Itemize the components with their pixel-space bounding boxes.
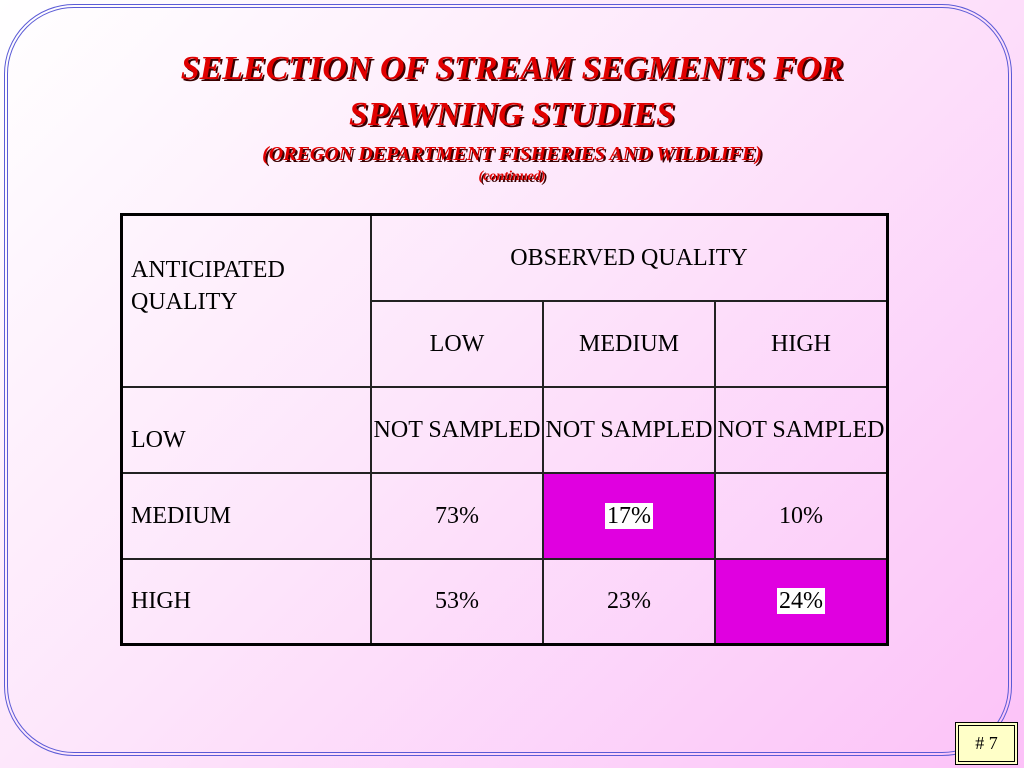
table-row: HIGH 53% 23% 24%: [120, 557, 889, 646]
page-number: # 7: [955, 722, 1018, 765]
cell: 10%: [714, 471, 889, 560]
cell: 53%: [370, 557, 544, 646]
header-row: ANTICIPATED QUALITY OBSERVED QUALITY: [120, 213, 889, 388]
highlight-cell: 17%: [542, 471, 716, 560]
column-header: LOW: [370, 299, 544, 388]
row-header: MEDIUM: [120, 471, 372, 560]
table-row: MEDIUM 73% 17% 10%: [120, 471, 889, 560]
column-header: MEDIUM: [542, 299, 716, 388]
title: SPAWNING STUDIES: [349, 96, 675, 133]
cell-text: 17%: [605, 502, 653, 529]
slide-frame: [4, 4, 1012, 756]
row-header: LOW: [120, 385, 372, 474]
cell: NOT SAMPLED: [370, 385, 544, 474]
row-header: HIGH: [120, 557, 372, 646]
cell: 73%: [370, 471, 544, 560]
table: ANTICIPATED QUALITY OBSERVED QUALITY LOW…: [120, 213, 889, 646]
cell: NOT SAMPLED: [542, 385, 716, 474]
subtitle: (OREGON DEPARTMENT FISHERIES AND WILDLIF…: [262, 143, 762, 165]
note: (continued): [478, 169, 546, 184]
highlight-cell: 24%: [714, 557, 889, 646]
corner-cell: ANTICIPATED QUALITY: [120, 213, 372, 388]
title: SELECTION OF STREAM SEGMENTS FOR: [180, 50, 844, 87]
cell-text: 24%: [777, 588, 825, 615]
column-header: HIGH: [714, 299, 889, 388]
group-header: OBSERVED QUALITY: [370, 213, 889, 302]
header-row: LOW MEDIUM HIGH: [122, 299, 889, 388]
cell: NOT SAMPLED: [714, 385, 889, 474]
cell: 23%: [542, 557, 716, 646]
table-row: LOW NOT SAMPLED NOT SAMPLED NOT SAMPLED: [120, 385, 889, 474]
